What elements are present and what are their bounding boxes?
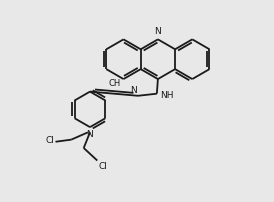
Text: N: N xyxy=(155,27,161,36)
Text: Cl: Cl xyxy=(98,162,107,171)
Text: N: N xyxy=(87,130,93,139)
Text: Cl: Cl xyxy=(45,136,55,145)
Text: CH: CH xyxy=(109,79,121,88)
Text: NH: NH xyxy=(161,91,174,100)
Text: N: N xyxy=(130,86,137,95)
